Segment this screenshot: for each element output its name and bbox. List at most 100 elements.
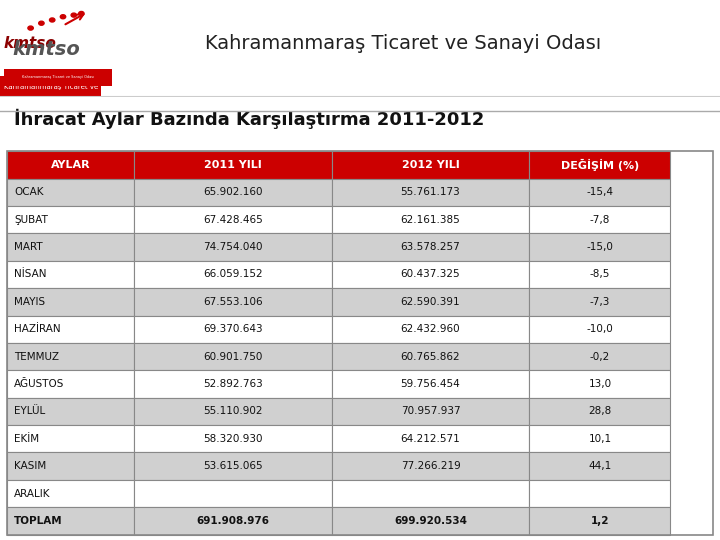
Text: 62.161.385: 62.161.385 — [401, 215, 460, 225]
Text: MAYIS: MAYIS — [14, 297, 45, 307]
Bar — [7, 206, 134, 233]
Text: 55.761.173: 55.761.173 — [401, 187, 460, 197]
Bar — [529, 261, 670, 288]
Bar — [332, 507, 529, 535]
Bar — [332, 370, 529, 397]
Bar — [529, 233, 670, 261]
Bar — [134, 261, 332, 288]
Text: 2012 YILI: 2012 YILI — [402, 160, 459, 170]
Bar — [332, 233, 529, 261]
Bar — [332, 151, 529, 179]
Bar — [332, 343, 529, 370]
Text: DEĞİŞİM (%): DEĞİŞİM (%) — [561, 159, 639, 171]
Text: 1,2: 1,2 — [590, 516, 609, 526]
Bar — [134, 315, 332, 343]
Bar — [7, 151, 134, 179]
Text: OCAK: OCAK — [14, 187, 44, 197]
Text: 60.901.750: 60.901.750 — [203, 352, 263, 362]
Bar — [134, 179, 332, 206]
Bar — [134, 343, 332, 370]
Bar — [332, 179, 529, 206]
Text: 69.370.643: 69.370.643 — [203, 324, 263, 334]
Bar — [7, 453, 134, 480]
Text: 28,8: 28,8 — [588, 407, 611, 416]
Bar — [7, 480, 134, 507]
Text: 67.553.106: 67.553.106 — [203, 297, 263, 307]
Bar — [7, 425, 134, 453]
Bar — [529, 453, 670, 480]
Bar — [332, 480, 529, 507]
Bar — [7, 179, 134, 206]
Circle shape — [50, 18, 55, 22]
Bar — [7, 315, 134, 343]
Text: KASIM: KASIM — [14, 461, 47, 471]
Text: EKİM: EKİM — [14, 434, 40, 444]
Text: 63.578.257: 63.578.257 — [401, 242, 460, 252]
Bar — [134, 397, 332, 425]
Bar — [332, 206, 529, 233]
Text: TOPLAM: TOPLAM — [14, 516, 63, 526]
Text: 691.908.976: 691.908.976 — [197, 516, 269, 526]
Text: 58.320.930: 58.320.930 — [203, 434, 263, 444]
Bar — [7, 343, 134, 370]
Bar — [134, 288, 332, 315]
Text: -15,0: -15,0 — [587, 242, 613, 252]
Text: 64.212.571: 64.212.571 — [401, 434, 460, 444]
Text: 65.902.160: 65.902.160 — [203, 187, 263, 197]
Text: ARALIK: ARALIK — [14, 489, 50, 498]
Bar — [529, 315, 670, 343]
Bar — [7, 397, 134, 425]
Bar — [529, 151, 670, 179]
Text: 70.957.937: 70.957.937 — [401, 407, 460, 416]
Text: -0,2: -0,2 — [590, 352, 610, 362]
Text: 699.920.534: 699.920.534 — [394, 516, 467, 526]
Text: 62.590.391: 62.590.391 — [401, 297, 460, 307]
Bar — [7, 507, 134, 535]
Text: -7,3: -7,3 — [590, 297, 610, 307]
Text: 53.615.065: 53.615.065 — [203, 461, 263, 471]
Text: -10,0: -10,0 — [587, 324, 613, 334]
Bar — [134, 151, 332, 179]
Bar — [332, 261, 529, 288]
Text: 13,0: 13,0 — [588, 379, 611, 389]
Text: AYLAR: AYLAR — [51, 160, 91, 170]
Bar — [134, 453, 332, 480]
Bar — [529, 179, 670, 206]
Text: Kahramanmaraş Ticaret ve Sanayi Odası: Kahramanmaraş Ticaret ve Sanayi Odası — [205, 34, 601, 53]
Text: -7,8: -7,8 — [590, 215, 610, 225]
Text: ŞUBAT: ŞUBAT — [14, 215, 48, 225]
Bar — [529, 343, 670, 370]
Text: EYLÜL: EYLÜL — [14, 407, 45, 416]
Text: -15,4: -15,4 — [586, 187, 613, 197]
Bar — [134, 425, 332, 453]
Bar — [134, 370, 332, 397]
Bar — [332, 453, 529, 480]
Text: Kahramanmaraş Ticaret ve Sanayi Odası: Kahramanmaraş Ticaret ve Sanayi Odası — [4, 84, 145, 90]
Text: 77.266.219: 77.266.219 — [401, 461, 460, 471]
Text: 67.428.465: 67.428.465 — [203, 215, 263, 225]
Bar — [134, 480, 332, 507]
Bar — [4, 69, 112, 86]
Bar — [134, 206, 332, 233]
Bar — [332, 315, 529, 343]
Text: kmtso: kmtso — [12, 40, 80, 59]
Circle shape — [78, 11, 84, 16]
Bar — [332, 397, 529, 425]
Text: 66.059.152: 66.059.152 — [203, 269, 263, 279]
Bar — [529, 206, 670, 233]
Text: -8,5: -8,5 — [590, 269, 610, 279]
Bar — [7, 288, 134, 315]
Bar — [529, 397, 670, 425]
Bar — [7, 233, 134, 261]
Bar — [529, 507, 670, 535]
Bar — [0, 76, 101, 97]
Bar — [529, 480, 670, 507]
Text: Kahramanmaraş Ticaret ve Sanayi Odası: Kahramanmaraş Ticaret ve Sanayi Odası — [22, 76, 94, 79]
Circle shape — [28, 26, 33, 30]
Bar — [134, 507, 332, 535]
Circle shape — [60, 15, 66, 19]
Text: İhracat Aylar Bazında Karşılaştırma 2011-2012: İhracat Aylar Bazında Karşılaştırma 2011… — [14, 109, 485, 129]
Bar — [529, 370, 670, 397]
Text: 60.765.862: 60.765.862 — [401, 352, 460, 362]
Bar — [332, 288, 529, 315]
